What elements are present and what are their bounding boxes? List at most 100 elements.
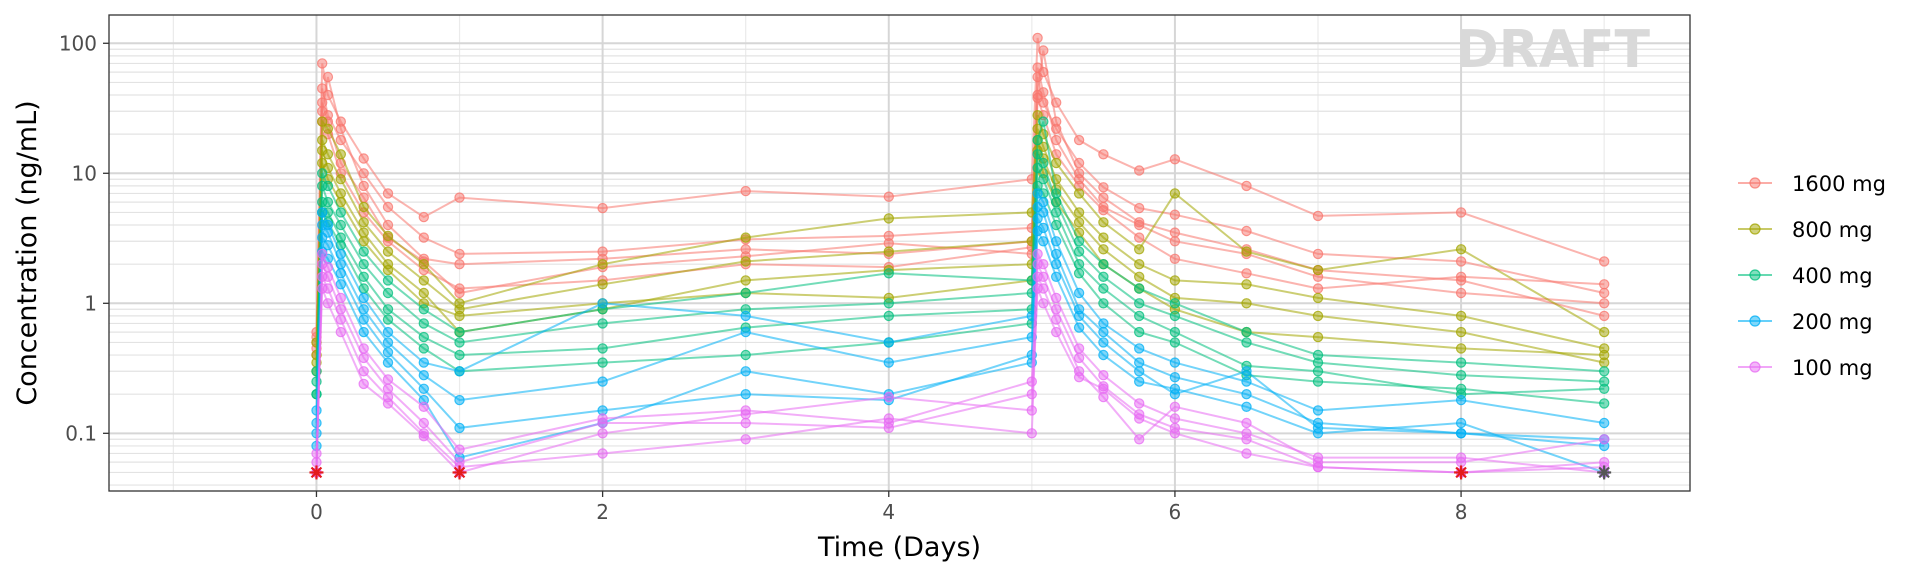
data-point	[1241, 417, 1252, 429]
data-point	[597, 202, 608, 214]
data-point	[1098, 149, 1109, 160]
data-point	[1133, 357, 1145, 368]
data-point	[418, 304, 429, 315]
blq-marker	[1454, 465, 1469, 480]
data-point	[1133, 434, 1145, 445]
data-point	[358, 246, 369, 257]
data-point	[382, 314, 394, 325]
data-point	[454, 394, 465, 406]
legend-item: 1600 mg	[1738, 172, 1886, 196]
data-point	[454, 444, 465, 455]
data-point	[418, 232, 429, 243]
data-point	[1098, 383, 1109, 394]
data-point	[358, 180, 369, 192]
legend-key-point	[1749, 223, 1761, 235]
data-point	[1312, 283, 1324, 294]
data-point	[1073, 322, 1085, 333]
data-point	[317, 97, 328, 108]
y-tick-label: 0.1	[65, 421, 97, 445]
data-point	[740, 434, 751, 445]
data-point	[454, 349, 465, 361]
data-point	[418, 259, 429, 270]
x-axis-title: Time (Days)	[817, 532, 981, 563]
data-point	[1169, 209, 1181, 220]
data-point	[1455, 383, 1467, 394]
data-point	[1241, 180, 1252, 192]
data-point	[1598, 366, 1610, 377]
data-point	[1455, 417, 1467, 429]
data-point	[597, 417, 608, 429]
data-point	[322, 298, 334, 309]
blq-marker-stroke	[1598, 466, 1610, 479]
data-point	[597, 318, 608, 329]
data-point	[382, 188, 394, 199]
data-point	[1032, 213, 1043, 224]
data-point	[740, 389, 751, 400]
data-point	[1098, 326, 1109, 338]
data-point	[1598, 417, 1610, 429]
data-point	[1032, 92, 1043, 104]
data-point	[883, 310, 895, 322]
data-point	[1098, 318, 1109, 329]
data-point	[1133, 259, 1145, 270]
y-axis: 0.1 1 10 100	[59, 31, 109, 445]
data-point	[382, 287, 394, 299]
legend-key-point	[1749, 315, 1761, 327]
data-point	[1598, 287, 1610, 299]
data-point	[1133, 326, 1145, 338]
data-point	[1241, 376, 1252, 387]
data-point	[1133, 310, 1145, 322]
data-point	[358, 271, 369, 282]
data-point	[1050, 219, 1062, 231]
data-point	[597, 376, 608, 387]
data-point	[740, 256, 751, 267]
data-point	[418, 331, 429, 343]
series-400-mg	[311, 116, 1610, 409]
data-point	[1026, 405, 1038, 416]
data-point	[335, 326, 346, 338]
data-point	[740, 409, 751, 420]
data-point	[382, 219, 394, 231]
data-point	[1032, 134, 1043, 146]
data-point	[1032, 271, 1043, 282]
data-point	[382, 304, 394, 315]
series-100-mg	[311, 248, 1610, 478]
data-point	[740, 275, 751, 286]
data-point	[454, 337, 465, 348]
data-point	[335, 123, 346, 135]
data-point	[1455, 271, 1467, 282]
data-point	[1598, 326, 1610, 338]
data-point	[454, 326, 465, 338]
data-point	[1169, 326, 1181, 338]
data-point	[1312, 310, 1324, 322]
data-point	[1098, 217, 1109, 228]
data-point	[1098, 370, 1109, 381]
data-point	[883, 413, 895, 424]
data-point	[1241, 225, 1252, 237]
data-point	[740, 417, 751, 429]
data-point	[418, 401, 429, 412]
data-point	[1241, 279, 1252, 290]
data-point	[382, 357, 394, 368]
data-point	[740, 349, 751, 361]
data-point	[317, 259, 328, 270]
data-point	[1455, 310, 1467, 322]
x-tick-label: 2	[596, 500, 609, 524]
data-point	[1032, 149, 1043, 160]
data-point	[1241, 337, 1252, 348]
data-point	[1598, 256, 1610, 267]
blq-marker-stroke	[310, 466, 323, 479]
data-point	[418, 357, 429, 368]
x-tick-label: 6	[1169, 500, 1182, 524]
data-point	[317, 180, 328, 192]
y-tick-label: 100	[59, 31, 97, 55]
data-point	[358, 314, 369, 325]
data-point	[1032, 259, 1043, 270]
data-point	[1098, 259, 1109, 270]
data-point	[382, 246, 394, 257]
data-point	[1038, 236, 1049, 247]
data-point	[382, 326, 394, 338]
data-point	[1455, 457, 1467, 468]
data-point	[1073, 188, 1085, 199]
data-point	[317, 145, 328, 156]
